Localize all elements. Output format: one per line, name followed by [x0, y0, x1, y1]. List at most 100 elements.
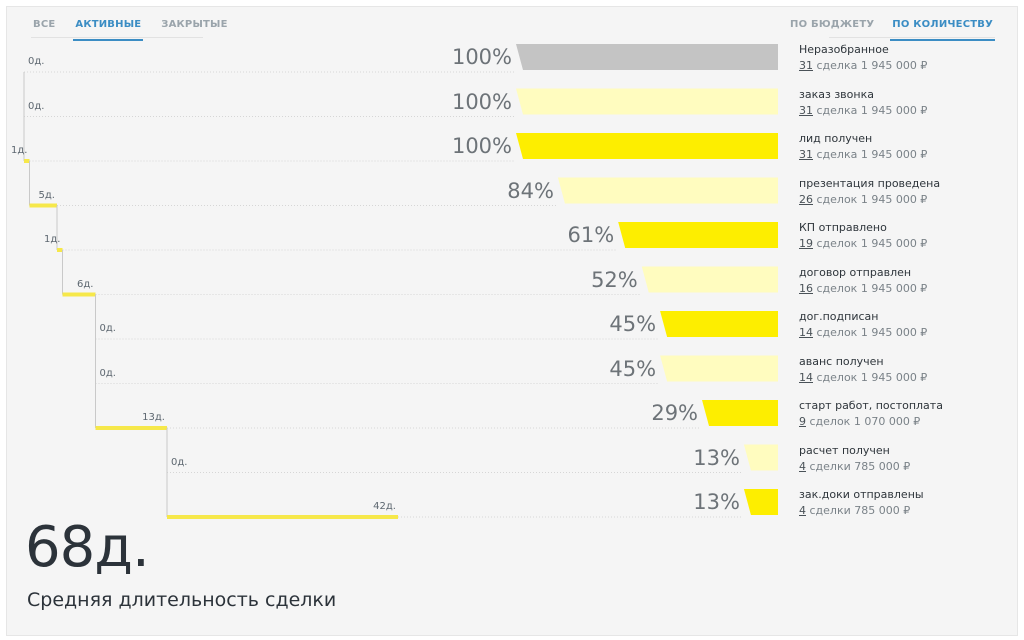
- funnel-bar[interactable]: [702, 400, 778, 426]
- funnel-bar[interactable]: [516, 88, 778, 115]
- duration-label: 0д.: [28, 100, 45, 112]
- stage-deal-word: сделка: [816, 148, 861, 161]
- stage-deal-word: сделок: [816, 326, 861, 339]
- stage-percent: 100%: [451, 89, 512, 114]
- stage-deal-count-link[interactable]: 31: [799, 148, 813, 161]
- tab-all[interactable]: ВСЕ: [33, 18, 56, 30]
- stage-info: КП отправлено 19 сделок 1 945 000 ₽: [799, 220, 1009, 252]
- stage-meta: 26 сделок 1 945 000 ₽: [799, 192, 1009, 208]
- funnel-bar[interactable]: [516, 133, 778, 159]
- funnel-bar[interactable]: [557, 177, 778, 204]
- stage-percent: 45%: [609, 356, 657, 381]
- stage-info: заказ звонка 31 сделка 1 945 000 ₽: [799, 87, 1009, 119]
- funnel-bar[interactable]: [743, 444, 778, 471]
- stage-meta: 16 сделок 1 945 000 ₽: [799, 281, 1009, 297]
- pipeline-analytics-panel: ВСЕ АКТИВНЫЕ ЗАКРЫТЫЕ ПО БЮДЖЕТУ ПО КОЛИ…: [6, 6, 1018, 636]
- funnel-bar[interactable]: [516, 44, 778, 70]
- stage-deal-count-link[interactable]: 14: [799, 326, 813, 339]
- stage-deal-count-link[interactable]: 9: [799, 415, 806, 428]
- stage-percent: 61%: [567, 223, 615, 247]
- tabs-divider-right: [829, 37, 995, 38]
- stage-amount: 1 945 000 ₽: [860, 192, 928, 206]
- stage-meta: 31 сделка 1 945 000 ₽: [799, 58, 1009, 74]
- stage-amount: 1 945 000 ₽: [860, 370, 928, 384]
- average-duration-value: 68д.: [25, 515, 150, 580]
- stage-deal-count-link[interactable]: 19: [799, 237, 813, 250]
- stage-percent: 29%: [651, 401, 699, 425]
- stage-deal-word: сделок: [816, 237, 861, 250]
- stage-deal-word: сделки: [809, 459, 855, 473]
- stage-meta: 14 сделок 1 945 000 ₽: [799, 325, 1009, 341]
- stage-percent: 84%: [507, 178, 554, 203]
- duration-label: 0д.: [99, 323, 116, 334]
- stage-name: зак.доки отправлены: [799, 488, 924, 501]
- stage-amount: 785 000 ₽: [854, 459, 911, 473]
- stage-percent: 45%: [609, 312, 657, 336]
- duration-label: 6д.: [77, 278, 94, 290]
- duration-label: 13д.: [142, 412, 165, 423]
- stage-amount: 1 945 000 ₽: [860, 103, 928, 117]
- duration-label: 5д.: [38, 189, 55, 201]
- stage-deal-word: сделок: [816, 370, 861, 384]
- stage-name: дог.подписан: [799, 310, 879, 323]
- stage-percent: 100%: [451, 134, 512, 158]
- stage-name: расчет получен: [799, 443, 890, 457]
- duration-label: 0д.: [28, 56, 45, 67]
- duration-label: 42д.: [373, 501, 396, 512]
- status-tabs: ВСЕ АКТИВНЫЕ ЗАКРЫТЫЕ: [31, 7, 246, 41]
- stage-meta: 14 сделок 1 945 000 ₽: [799, 370, 1009, 386]
- stage-name: заказ звонка: [799, 87, 874, 101]
- stage-deal-count-link[interactable]: 4: [799, 459, 806, 473]
- stage-deal-word: сделок: [816, 281, 861, 295]
- stage-deal-count-link[interactable]: 14: [799, 370, 813, 384]
- stage-name: аванс получен: [799, 354, 884, 368]
- stage-meta: 4 сделки 785 000 ₽: [799, 459, 1009, 475]
- stage-info: зак.доки отправлены 4 сделки 785 000 ₽: [799, 487, 1009, 519]
- stage-amount: 1 945 000 ₽: [860, 237, 928, 250]
- stage-deal-count-link[interactable]: 16: [799, 281, 813, 295]
- tab-by-count[interactable]: ПО КОЛИЧЕСТВУ: [890, 7, 995, 41]
- funnel-bar[interactable]: [641, 266, 778, 293]
- funnel-bar[interactable]: [743, 489, 778, 515]
- tab-closed[interactable]: ЗАКРЫТЫЕ: [161, 18, 228, 30]
- stage-percent: 100%: [451, 45, 512, 69]
- stage-meta: 4 сделки 785 000 ₽: [799, 503, 1009, 519]
- stage-name: лид получен: [799, 132, 873, 145]
- stage-amount: 1 070 000 ₽: [853, 415, 921, 428]
- funnel-bar[interactable]: [660, 355, 778, 382]
- stage-deal-count-link[interactable]: 26: [799, 192, 813, 206]
- stage-info: договор отправлен 16 сделок 1 945 000 ₽: [799, 265, 1009, 297]
- stage-deal-count-link[interactable]: 4: [799, 504, 806, 517]
- stage-deal-word: сделки: [809, 504, 855, 517]
- stage-percent: 13%: [693, 490, 740, 514]
- stage-deal-word: сделка: [816, 59, 861, 72]
- stage-name: КП отправлено: [799, 221, 887, 234]
- stage-info: Неразобранное 31 сделка 1 945 000 ₽: [799, 42, 1009, 74]
- stage-deal-word: сделка: [816, 103, 861, 117]
- stage-deal-count-link[interactable]: 31: [799, 103, 813, 117]
- stage-percent: 13%: [693, 445, 740, 470]
- stage-deal-word: сделок: [816, 192, 861, 206]
- funnel-bar[interactable]: [618, 222, 778, 248]
- tabs-divider-left: [31, 37, 203, 38]
- stage-amount: 1 945 000 ₽: [860, 281, 928, 295]
- stage-amount: 785 000 ₽: [854, 504, 911, 517]
- stage-info: презентация проведена 26 сделок 1 945 000…: [799, 176, 1009, 208]
- stage-percent: 52%: [591, 267, 638, 292]
- funnel-bar[interactable]: [660, 311, 778, 337]
- stage-info: дог.подписан 14 сделок 1 945 000 ₽: [799, 309, 1009, 341]
- stage-name: презентация проведена: [799, 176, 941, 190]
- stage-info: старт работ, постоплата 9 сделок 1 070 00…: [799, 398, 1009, 430]
- stage-info: расчет получен 4 сделки 785 000 ₽: [799, 443, 1009, 475]
- tab-by-budget[interactable]: ПО БЮДЖЕТУ: [790, 18, 875, 30]
- tab-active[interactable]: АКТИВНЫЕ: [73, 7, 144, 41]
- stage-amount: 1 945 000 ₽: [860, 59, 928, 72]
- stage-amount: 1 945 000 ₽: [860, 326, 928, 339]
- stage-meta: 31 сделка 1 945 000 ₽: [799, 147, 1009, 163]
- duration-label: 1д.: [44, 234, 61, 245]
- stage-name: Неразобранное: [799, 43, 889, 56]
- duration-label: 0д.: [171, 456, 188, 468]
- duration-label: 0д.: [99, 367, 116, 379]
- stage-deal-count-link[interactable]: 31: [799, 59, 813, 72]
- stage-info: лид получен 31 сделка 1 945 000 ₽: [799, 131, 1009, 163]
